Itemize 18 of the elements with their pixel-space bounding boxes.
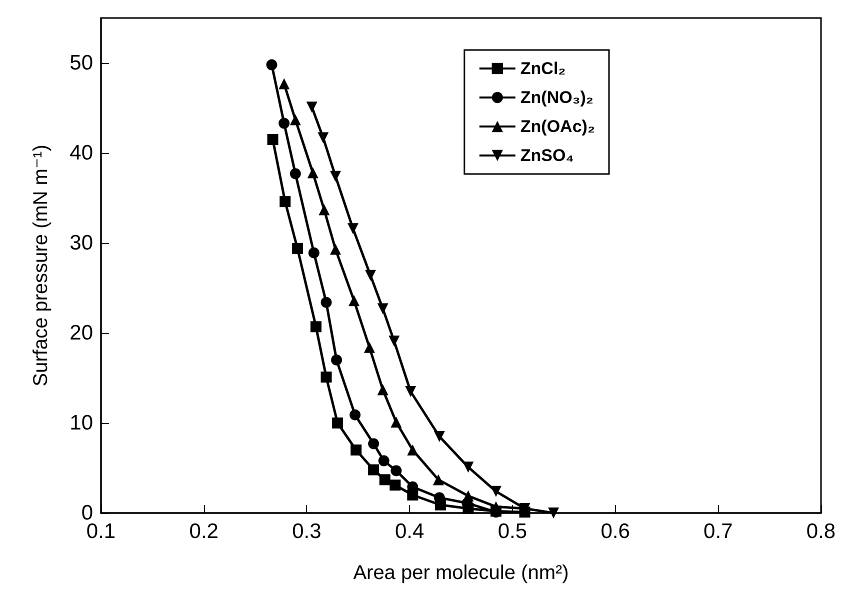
y-tick-label: 20 [70, 322, 93, 344]
legend-label: ZnCl₂ [520, 59, 566, 78]
x-tick-label: 0.7 [704, 520, 733, 543]
x-axis-title: Area per molecule (nm²) [353, 562, 569, 584]
y-axis-title: Surface pressure (mN m⁻¹) [30, 144, 52, 386]
x-tick-label: 0.2 [189, 520, 218, 543]
y-tick-label: 30 [70, 232, 93, 254]
y-tick-label: 10 [70, 412, 93, 434]
x-tick-label: 0.6 [600, 520, 630, 543]
y-tick-label: 40 [70, 142, 93, 164]
y-tick-label: 50 [70, 52, 93, 74]
x-tick-label: 0.5 [498, 520, 528, 543]
legend-label: Zn(OAc)₂ [520, 117, 596, 136]
x-tick-label: 0.8 [806, 520, 836, 543]
legend-label: Zn(NO₃)₂ [520, 88, 594, 107]
legend-label: ZnSO₄ [520, 146, 574, 165]
x-tick-label: 0.3 [292, 520, 322, 543]
x-tick-label: 0.4 [394, 520, 424, 543]
